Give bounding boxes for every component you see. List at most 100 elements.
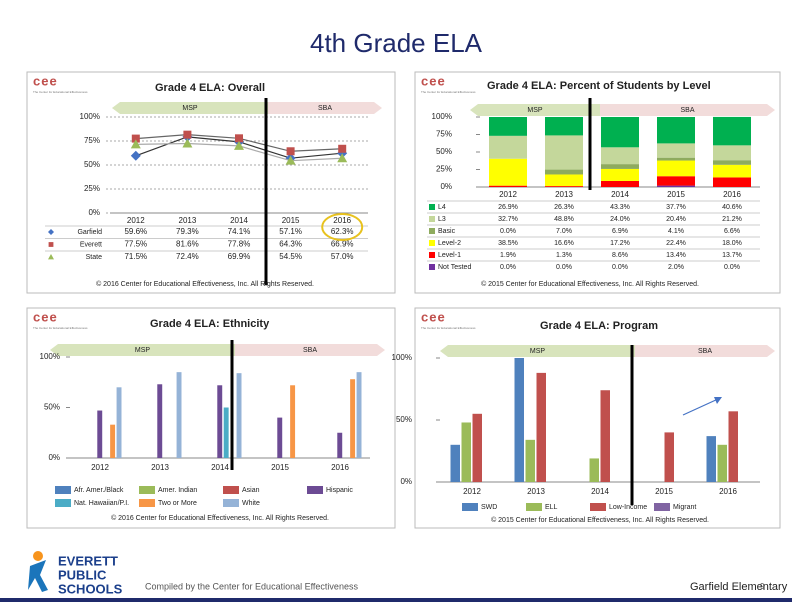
logo-text: EVERETT: [58, 553, 118, 568]
legend-swatch: [462, 503, 478, 511]
trend-arrow: [682, 398, 719, 416]
bar-segment: [713, 160, 751, 165]
cee-logo: cee: [421, 73, 446, 88]
value-label: 22.4%: [666, 240, 686, 247]
bar: [706, 436, 716, 482]
bar: [717, 444, 727, 482]
value-label: 1.3%: [556, 252, 572, 259]
y-tick-label: 50%: [84, 160, 100, 169]
sba-arrow: [600, 104, 775, 116]
cee-tagline: The Center for Educational Effectiveness: [421, 326, 476, 330]
value-label: 6.9%: [612, 228, 628, 235]
value-label: 48.8%: [554, 216, 574, 223]
bar: [356, 372, 362, 458]
y-tick-label: 50%: [44, 403, 60, 412]
annotation: SBA: [680, 107, 694, 114]
panel-title: Grade 4 ELA: Overall: [155, 82, 265, 94]
bar-segment: [713, 164, 751, 178]
point: [337, 153, 348, 163]
x-tick-label: 2012: [91, 463, 109, 472]
x-tick-label: 2015: [282, 216, 300, 225]
value-label: 2.0%: [668, 264, 684, 271]
legend-label: Level-1: [438, 252, 461, 259]
bar: [450, 444, 460, 482]
value-label: 81.6%: [176, 240, 199, 249]
bar-segment: [713, 145, 751, 161]
point: [130, 139, 141, 149]
legend-label: Basic: [438, 228, 456, 235]
bar-segment: [657, 143, 695, 158]
legend-label: Low-Income: [609, 504, 647, 511]
panel-title: Grade 4 ELA: Percent of Students by Leve…: [487, 80, 711, 92]
y-tick-label: 100%: [80, 112, 100, 121]
x-tick-label: 2014: [611, 190, 629, 199]
legend-label: ELL: [545, 504, 558, 511]
value-label: 32.7%: [498, 216, 518, 223]
annotation: SBA: [698, 348, 712, 355]
logo-text: SCHOOLS: [58, 581, 123, 596]
bar: [290, 385, 296, 458]
x-tick-label: 2013: [555, 190, 573, 199]
bar-segment: [545, 169, 583, 175]
x-tick-label: 2012: [499, 190, 517, 199]
value-label: 59.6%: [124, 227, 147, 236]
value-label: 74.1%: [228, 227, 251, 236]
value-label: 0.0%: [500, 228, 516, 235]
bar: [350, 379, 356, 458]
x-tick-label: 2016: [333, 216, 351, 225]
legend-swatch: [55, 499, 71, 507]
value-label: 21.2%: [722, 216, 742, 223]
footer-bar: [0, 598, 792, 602]
x-tick-label: 2012: [463, 487, 481, 496]
legend-swatch: [55, 486, 71, 494]
value-label: 37.7%: [666, 204, 686, 211]
x-tick-label: 2015: [271, 463, 289, 472]
annotation: SBA: [303, 347, 317, 354]
legend-label: White: [242, 500, 260, 507]
msp-arrow: [440, 345, 635, 357]
value-label: 26.9%: [498, 204, 518, 211]
bar-segment: [657, 117, 695, 144]
page-number: 9: [760, 582, 765, 591]
bar: [664, 432, 674, 482]
value-label: 20.4%: [666, 216, 686, 223]
legend-label: Hispanic: [326, 487, 353, 494]
legend-swatch: [429, 264, 435, 270]
legend-swatch: [526, 503, 542, 511]
footer-school: Garfield Elementary: [690, 581, 788, 593]
bar: [589, 458, 599, 482]
legend-marker: [48, 229, 54, 235]
value-label: 13.7%: [722, 252, 742, 259]
point: [235, 134, 243, 143]
annotation: MSP: [530, 348, 546, 355]
bar-segment: [545, 186, 583, 187]
bar: [217, 385, 223, 458]
value-label: 64.3%: [279, 240, 302, 249]
bar: [176, 372, 182, 458]
legend-label: L3: [438, 216, 446, 223]
legend-label: Nat. Hawaiian/P.I.: [74, 500, 129, 507]
y-tick-label: 100%: [392, 353, 412, 362]
bar: [536, 372, 546, 482]
legend-label: Level-2: [438, 240, 461, 247]
legend-label: Garfield: [77, 229, 102, 236]
x-tick-label: 2012: [127, 216, 145, 225]
footer-credit: Compiled by the Center for Educational E…: [145, 581, 358, 591]
value-label: 4.1%: [668, 228, 684, 235]
legend-label: SWD: [481, 504, 497, 511]
legend-swatch: [223, 499, 239, 507]
value-label: 57.1%: [279, 227, 302, 236]
bar-segment: [545, 135, 583, 170]
bar: [236, 373, 242, 458]
y-tick-label: 50%: [436, 147, 452, 156]
bar: [157, 384, 163, 458]
sba-arrow: [268, 102, 382, 114]
msp-arrow: [470, 104, 600, 116]
x-tick-label: 2015: [655, 487, 673, 496]
value-label: 77.5%: [124, 240, 147, 249]
y-tick-label: 0%: [440, 182, 452, 191]
value-label: 54.5%: [279, 252, 302, 261]
legend-swatch: [654, 503, 670, 511]
x-tick-label: 2014: [211, 463, 229, 472]
bar: [472, 413, 482, 482]
